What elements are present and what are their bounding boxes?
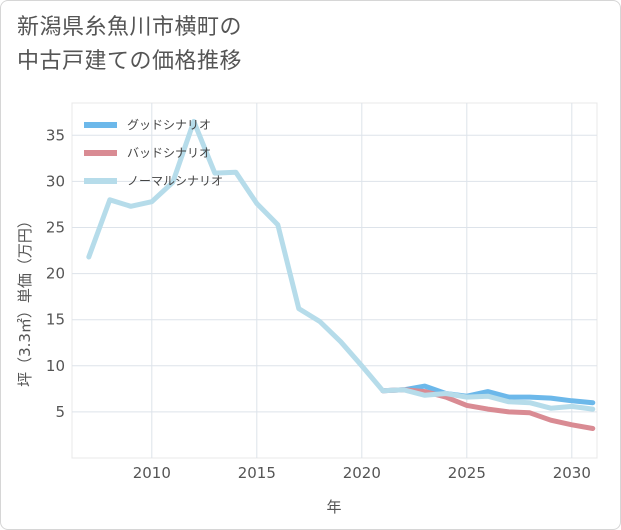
series-line-0 [380,383,596,406]
y-tick-label: 10 [46,357,65,375]
y-axis-ticks: 5 10 15 20 25 30 35 [46,126,65,421]
gridlines [72,103,597,458]
y-tick-label: 20 [46,265,65,283]
chart-title: 新潟県糸魚川市横町の 中古戸建ての価格推移 [17,11,242,79]
x-tick-label: 2025 [448,464,486,482]
series-lines [86,118,596,431]
y-tick-label: 25 [46,218,65,236]
y-tick-label: 5 [55,403,65,421]
series-line-2 [86,118,596,412]
x-tick-label: 2030 [553,464,591,482]
legend-label: ノーマルシナリオ [127,174,223,188]
chart-title-line-1: 新潟県糸魚川市横町の [17,15,243,40]
x-axis-ticks: 2010 2015 2020 2025 2030 [133,464,591,482]
legend-label: バッドシナリオ [127,146,211,160]
x-tick-label: 2020 [343,464,381,482]
y-tick-label: 15 [46,311,65,329]
y-tick-label: 30 [46,172,65,190]
x-axis-title: 年 [326,498,341,516]
x-tick-label: 2010 [133,464,171,482]
y-axis-title: 坪（3.3㎡）単価（万円） [16,213,34,387]
y-tick-label: 35 [46,126,65,144]
x-tick-label: 2015 [238,464,276,482]
legend-label: グッドシナリオ [127,118,211,132]
chart-title-line-2: 中古戸建ての価格推移 [17,49,243,74]
